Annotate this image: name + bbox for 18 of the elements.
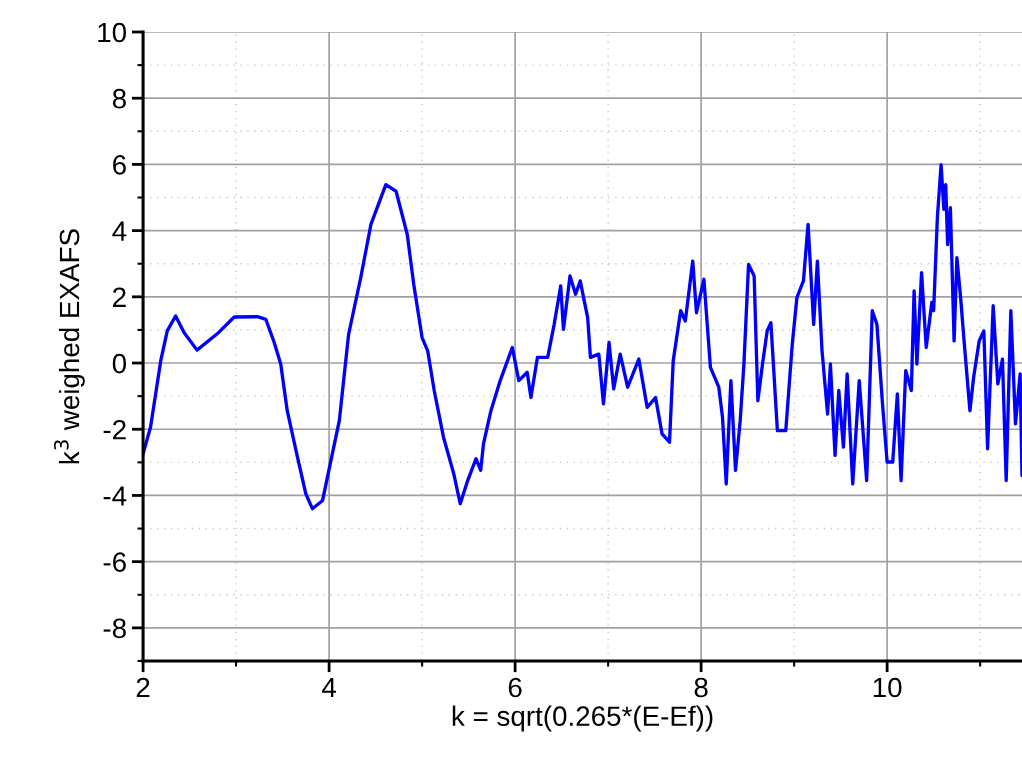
- y-tick-label: 8: [112, 88, 126, 109]
- line-series: [143, 163, 1022, 511]
- x-tick-label: 6: [508, 677, 522, 698]
- y-tick-label: 2: [113, 287, 126, 307]
- x-axis-title: k = sqrt(0.265*(E-Ef)): [452, 705, 713, 732]
- y-tick-label: -2: [103, 419, 126, 440]
- y-tick-label: 6: [113, 155, 126, 175]
- y-axis-title: k$^{3}$ weighed EXAFS: [53, 229, 85, 464]
- x-tick-label: 2: [136, 677, 150, 698]
- y-tick-label: -8: [103, 618, 126, 639]
- y-tick-label: 0: [112, 353, 127, 374]
- x-tick-label: 8: [694, 677, 708, 698]
- y-tick-label: -4: [103, 486, 127, 506]
- x-tick-label: 4: [322, 677, 337, 698]
- y-tick-label: -6: [103, 552, 126, 572]
- y-tick-label: 10: [98, 22, 127, 43]
- x-tick-label: 10: [873, 677, 902, 698]
- y-tick-label: 4: [112, 221, 127, 241]
